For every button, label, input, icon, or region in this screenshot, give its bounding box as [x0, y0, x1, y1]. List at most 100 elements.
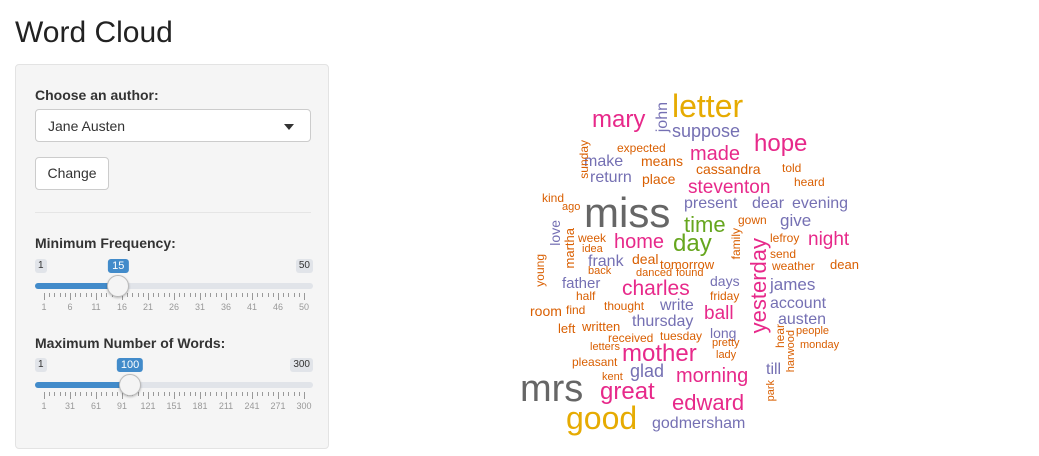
slider-grid-label: 41 — [246, 302, 258, 312]
cloud-word: write — [660, 297, 694, 314]
slider-tick — [49, 293, 51, 297]
slider-tick — [304, 392, 305, 399]
cloud-word: expected — [617, 141, 666, 155]
slider-track[interactable] — [35, 382, 313, 388]
cloud-word: place — [642, 171, 676, 187]
slider-tick — [142, 392, 144, 396]
cloud-word: kind — [542, 191, 565, 205]
slider-tick — [90, 392, 92, 396]
slider-tick — [278, 392, 279, 399]
cloud-word: ball — [704, 303, 734, 324]
cloud-word: letter — [672, 88, 744, 124]
slider-tick — [262, 392, 264, 396]
cloud-word: week — [578, 231, 607, 245]
slider-tick — [59, 293, 61, 297]
slider-tick — [252, 293, 253, 300]
slider-track[interactable] — [35, 283, 313, 289]
cloud-word: mary — [592, 106, 646, 133]
cloud-word: kent — [602, 371, 623, 383]
slider-tick — [179, 293, 181, 297]
slider-grid-label: 121 — [140, 401, 156, 411]
change-button[interactable]: Change — [35, 157, 109, 190]
cloud-word: lady — [716, 349, 737, 361]
slider-tick — [127, 293, 129, 297]
slider-tick — [137, 293, 139, 297]
slider-value-label: 15 — [108, 259, 129, 273]
slider-tick — [293, 392, 295, 396]
slider-tick — [64, 293, 66, 297]
word-cloud: letter mary john suppose hope made expected mea… — [520, 90, 880, 440]
slider-grid-label: 50 — [298, 302, 310, 312]
cloud-word: pretty — [712, 337, 740, 349]
cloud-word: means — [641, 153, 684, 169]
cloud-word: give — [780, 211, 812, 230]
slider-tick — [205, 293, 207, 297]
cloud-word: suppose — [672, 121, 741, 141]
slider-tick — [90, 293, 92, 297]
slider-tick — [44, 392, 45, 399]
slider-tick — [96, 392, 97, 399]
slider-grid-label: 181 — [192, 401, 208, 411]
cloud-word: glad — [630, 361, 665, 381]
cloud-word: told — [782, 161, 802, 175]
slider-value-label: 100 — [116, 358, 144, 372]
slider-handle[interactable] — [119, 374, 142, 396]
cloud-word: good — [566, 400, 638, 436]
cloud-word: miss — [584, 189, 671, 236]
slider-tick — [288, 392, 290, 396]
slider-tick — [200, 392, 201, 399]
slider-tick — [298, 293, 300, 297]
slider-tick — [252, 392, 253, 399]
max-words-label: Maximum Number of Words: — [35, 335, 226, 351]
slider-tick — [241, 293, 243, 297]
cloud-word: steventon — [688, 177, 771, 198]
cloud-word: return — [590, 169, 632, 186]
slider-tick — [241, 392, 243, 396]
slider-tick — [246, 392, 248, 396]
cloud-word: great — [600, 378, 655, 405]
cloud-word: weather — [772, 259, 815, 273]
cloud-word: till — [766, 361, 782, 378]
cloud-word: find — [566, 303, 586, 317]
min-frequency-label: Minimum Frequency: — [35, 235, 176, 251]
slider-tick — [148, 392, 149, 399]
slider-tick — [106, 293, 108, 297]
slider-tick — [101, 392, 103, 396]
slider-grid-label: 6 — [67, 302, 73, 312]
cloud-word: monday — [800, 339, 840, 351]
slider-tick — [257, 392, 259, 396]
slider-grid-label: 31 — [194, 302, 206, 312]
cloud-word: cassandra — [696, 161, 761, 177]
slider-handle[interactable] — [107, 275, 130, 297]
slider-tick — [153, 392, 155, 396]
slider-grid-label: 21 — [142, 302, 154, 312]
slider-tick — [215, 293, 217, 297]
min-frequency-slider[interactable]: 1 50 15 1 6 11 16 21 26 31 36 41 46 50 — [35, 259, 313, 319]
slider-tick — [122, 293, 123, 300]
slider-ticks — [35, 392, 313, 400]
author-select[interactable]: Jane Austen — [35, 109, 311, 142]
slider-grid-labels: 1 6 11 16 21 26 31 36 41 46 50 — [35, 302, 313, 314]
slider-tick — [174, 392, 175, 399]
slider-grid-label: 16 — [116, 302, 128, 312]
cloud-word: found — [676, 267, 704, 279]
cloud-word: harwood — [785, 330, 797, 373]
slider-grid-label: 271 — [270, 401, 286, 411]
slider-grid-label: 300 — [296, 401, 312, 411]
max-words-slider[interactable]: 1 300 100 1 31 61 91 121 151 181 211 241 271 300 — [35, 358, 313, 418]
slider-tick — [168, 392, 170, 396]
slider-tick — [205, 392, 207, 396]
cloud-word: make — [584, 153, 624, 170]
slider-tick — [262, 293, 264, 297]
cloud-word: pleasant — [572, 355, 618, 369]
slider-grid-label: 1 — [41, 302, 47, 312]
cloud-word: idea — [582, 243, 603, 255]
author-select-value: Jane Austen — [48, 118, 126, 134]
slider-tick — [64, 392, 66, 396]
slider-tick — [226, 293, 227, 300]
cloud-word: time — [684, 212, 726, 237]
slider-ticks — [35, 293, 313, 301]
slider-tick — [189, 293, 191, 297]
slider-tick — [226, 392, 227, 399]
cloud-word: ago — [562, 201, 581, 213]
